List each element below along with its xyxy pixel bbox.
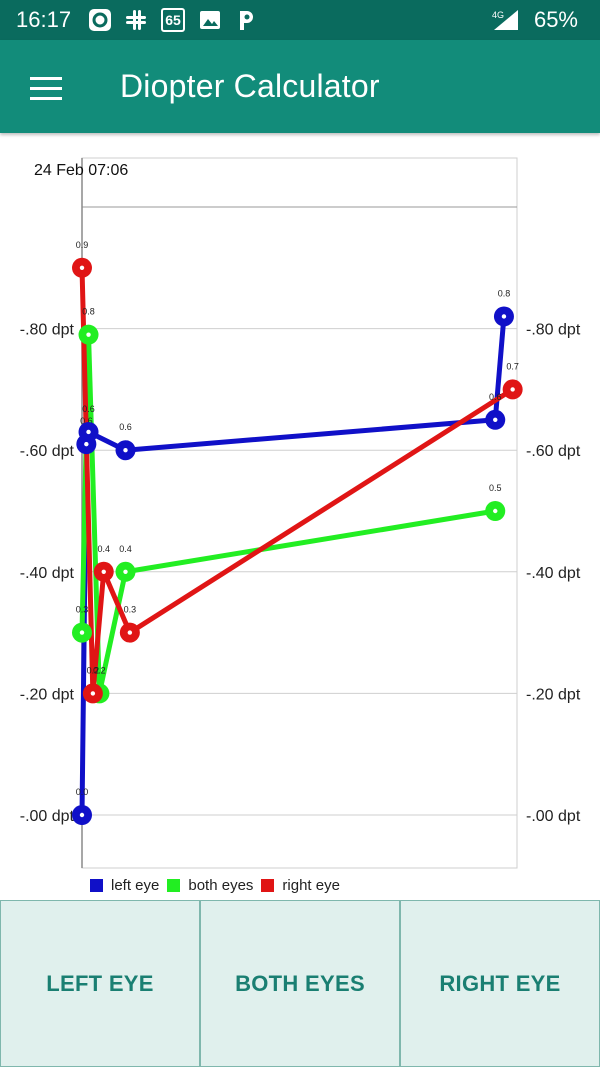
data-label: 0.9 xyxy=(76,240,89,250)
data-point-center xyxy=(79,265,85,270)
data-label: 0.2 xyxy=(87,665,100,675)
legend-label: left eye xyxy=(111,876,160,894)
series-line xyxy=(79,316,507,816)
eye-button-bar: LEFT EYE BOTH EYES RIGHT EYE xyxy=(0,900,600,1067)
legend-item: right eye xyxy=(261,877,340,894)
data-label: 0.6 xyxy=(82,404,95,414)
data-label: 0.0 xyxy=(76,787,89,797)
chart-title: 24 Feb 07:06 xyxy=(34,162,128,179)
chart-legend: left eye both eyes right eye xyxy=(90,875,348,895)
data-label: 0.2 xyxy=(93,665,106,675)
slack-icon xyxy=(126,10,146,30)
y-tick-label-right: -.40 dpt xyxy=(526,565,581,582)
status-bar: 16:17 65 4G 65% xyxy=(0,0,600,40)
legend-item: left eye xyxy=(90,877,159,894)
y-tick-label-left: -.40 dpt xyxy=(20,565,75,582)
hamburger-menu-icon[interactable] xyxy=(24,68,70,108)
gallery-icon xyxy=(200,11,220,29)
data-point-center xyxy=(86,429,91,435)
chart-canvas: 24 Feb 07:06 -.00 dpt -.00 dpt -.20 dpt -.20… xyxy=(20,157,581,869)
plot-frame xyxy=(81,157,518,869)
status-time: 16:17 xyxy=(16,7,72,32)
left-eye-button[interactable]: LEFT EYE xyxy=(0,900,200,1067)
battery-level: 65% xyxy=(533,7,578,32)
data-label: 0.4 xyxy=(97,544,110,554)
data-label: 0.6 xyxy=(489,392,502,402)
page-title: Diopter Calculator xyxy=(120,68,380,104)
data-label: 0.6 xyxy=(119,422,132,432)
series-line xyxy=(79,332,496,696)
both-eyes-button[interactable]: BOTH EYES xyxy=(200,900,400,1067)
y-tick-label-right: -.20 dpt xyxy=(526,686,581,703)
data-point-center xyxy=(79,630,85,635)
series-line xyxy=(79,267,514,696)
legend-label: both eyes xyxy=(188,876,254,894)
data-label: 0.4 xyxy=(119,544,132,554)
y-tick-label-right: -.60 dpt xyxy=(526,443,581,460)
y-tick-label-left: -.80 dpt xyxy=(20,322,75,339)
data-label: 0.3 xyxy=(124,605,137,615)
sync-icon xyxy=(89,9,111,31)
network-type-label: 4G xyxy=(492,10,504,20)
data-point-center xyxy=(123,569,128,574)
data-point-center xyxy=(84,441,89,447)
data-point-center xyxy=(79,812,85,818)
diopter-chart: 24 Feb 07:06 -.00 dpt -.00 dpt -.20 dpt -.20… xyxy=(0,133,600,900)
data-label: 0.6 xyxy=(80,416,93,426)
data-point-center xyxy=(123,448,128,453)
y-tick-label-left: -.60 dpt xyxy=(20,443,75,460)
y-tick-label-right: -.80 dpt xyxy=(526,322,581,339)
legend-item: both eyes xyxy=(167,877,253,894)
signal-icon: 4G xyxy=(492,10,518,30)
data-point-center xyxy=(501,314,507,319)
right-eye-button[interactable]: RIGHT EYE xyxy=(400,900,600,1067)
p-icon xyxy=(240,11,253,30)
data-point-center xyxy=(101,569,106,574)
data-point-center xyxy=(510,387,515,392)
data-label: 0.8 xyxy=(82,307,95,317)
y-tick-label-left: -.00 dpt xyxy=(20,808,75,825)
data-label: 0.8 xyxy=(498,288,511,298)
badge-65-icon: 65 xyxy=(161,8,185,32)
data-label: 0.3 xyxy=(76,605,89,615)
data-point-center xyxy=(127,630,133,635)
data-label: 0.7 xyxy=(506,361,519,371)
legend-swatch xyxy=(90,878,103,892)
data-point-center xyxy=(86,332,91,337)
y-tick-label-right: -.00 dpt xyxy=(526,808,581,825)
data-point-center xyxy=(493,417,498,422)
legend-swatch xyxy=(167,878,181,892)
legend-label: right eye xyxy=(282,876,340,894)
data-point-center xyxy=(90,691,96,696)
app-bar: Diopter Calculator xyxy=(0,40,600,133)
legend-swatch xyxy=(261,878,275,892)
data-label: 0.5 xyxy=(489,483,502,493)
y-tick-label-left: -.20 dpt xyxy=(20,686,75,703)
data-point-center xyxy=(493,508,498,514)
